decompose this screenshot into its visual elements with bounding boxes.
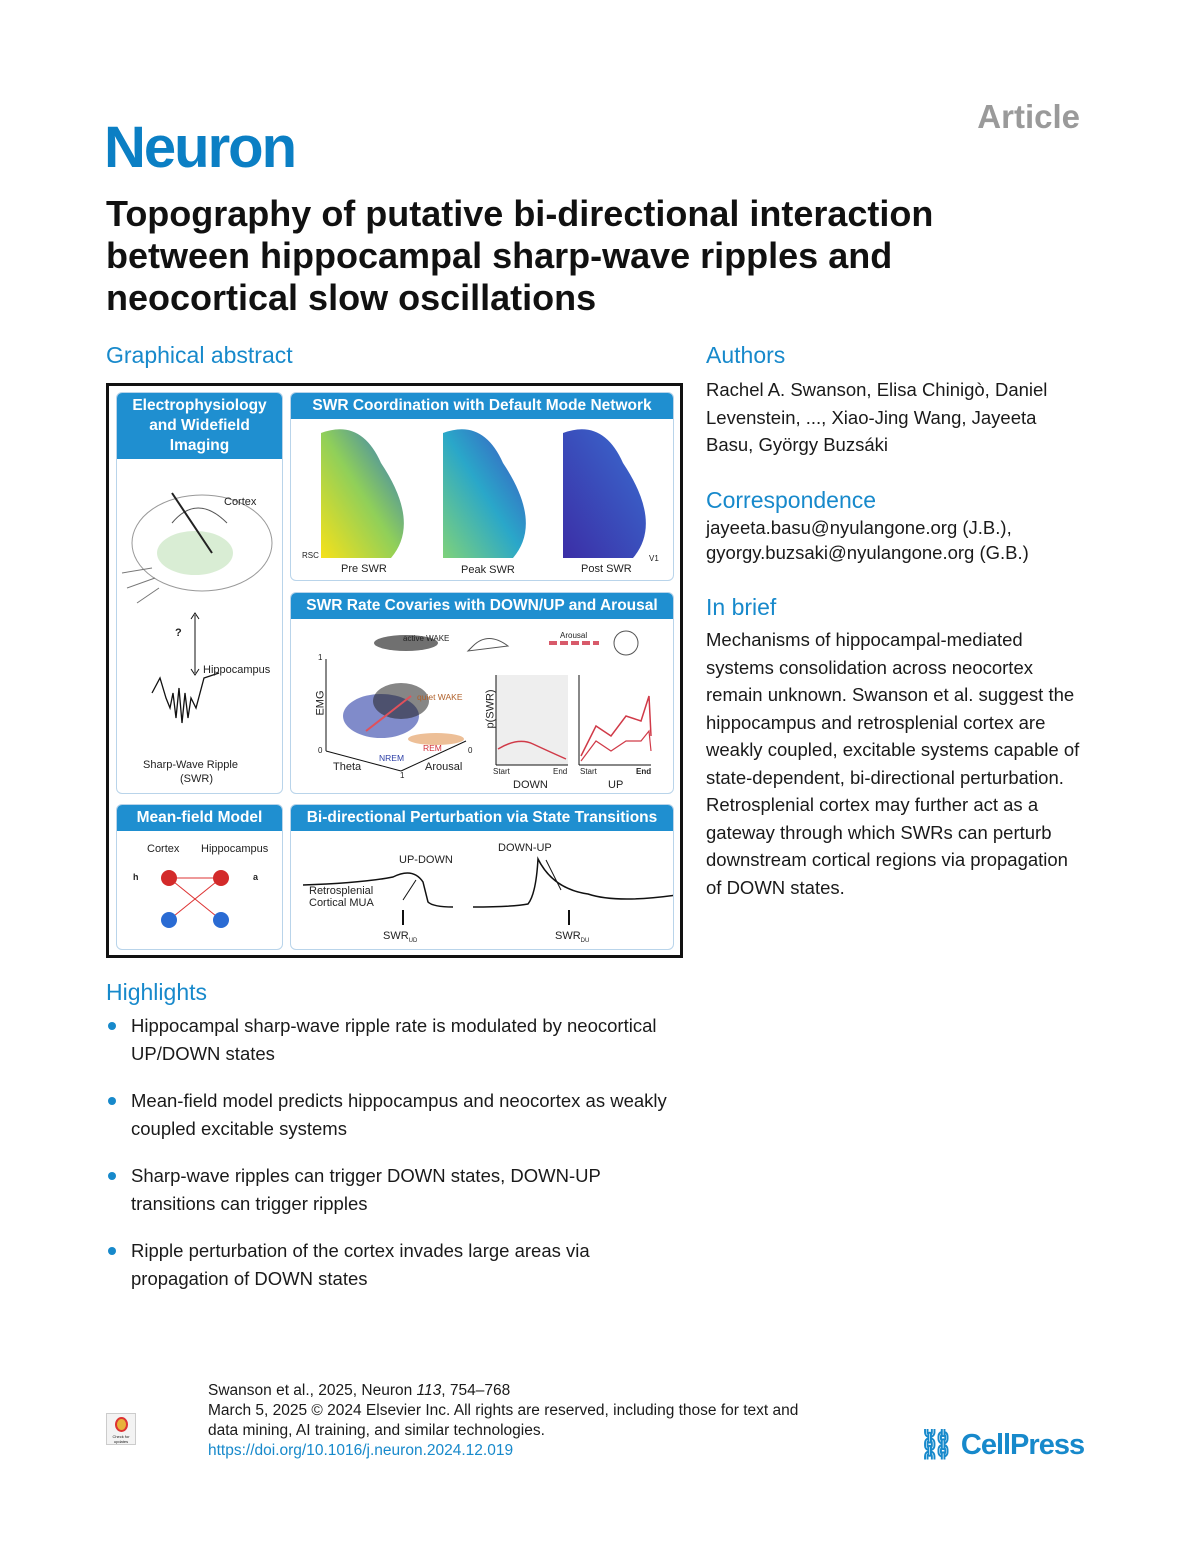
label-swr-abbr: (SWR) [180, 773, 213, 785]
label-down-up: DOWN-UP [498, 842, 552, 854]
correspondence-heading: Correspondence [706, 487, 877, 513]
hippocampus-inhibitory-node [213, 912, 229, 928]
label-swr-ud: SWRUD [383, 930, 418, 945]
panel-swr-rate: SWR Rate Covaries with DOWN/UP and Arous… [290, 592, 674, 794]
label-pswr: p(SWR) [484, 689, 497, 729]
state-scatter-and-rate-plots [325, 630, 652, 772]
label-pre-swr: Pre SWR [341, 563, 387, 575]
panel-title: Mean-field Model [117, 805, 282, 831]
label-end: End [553, 767, 568, 776]
panel-bidirectional-perturbation: Bi-directional Perturbation via State Tr… [290, 804, 674, 950]
label-down: DOWN [513, 779, 548, 791]
highlight-item: Ripple perturbation of the cortex invade… [106, 1237, 686, 1292]
label-nrem: NREM [379, 753, 405, 763]
citation: Swanson et al., 2025, Neuron 113, 754–76… [208, 1382, 511, 1399]
mua-trace [302, 856, 673, 925]
label-up: UP [608, 779, 624, 791]
label-hippocampus: Hippocampus [201, 843, 269, 855]
panel-mean-field-model: Mean-field Model Cortex Hippocampus h a [116, 804, 283, 950]
highlight-item: Mean-field model predicts hippocampus an… [106, 1087, 686, 1142]
check-updates-badge[interactable]: Check for updates [106, 1413, 136, 1445]
label-active-wake: active WAKE [403, 634, 450, 643]
in-brief-heading: In brief [706, 594, 777, 620]
tick-0-right: 0 [468, 746, 473, 755]
in-brief-text: Mechanisms of hippocampal-mediated syste… [706, 629, 1080, 898]
graphical-abstract-heading: Graphical abstract [106, 342, 293, 368]
graphical-abstract: Electrophysiology and Widefield Imaging … [106, 383, 683, 958]
label-emg: EMG [314, 690, 327, 716]
label-quiet-wake: quiet WAKE [417, 692, 463, 702]
label-arousal-axis: Arousal [425, 761, 463, 773]
map-post-swr [563, 429, 646, 558]
link-icon: ⛓ [918, 1429, 961, 1461]
cortex-inhibitory-node [161, 912, 177, 928]
hippocampus-excitatory-node [213, 870, 229, 886]
bookmark-icon [115, 1417, 128, 1432]
label-end: End [636, 767, 652, 776]
label-a: a [253, 872, 259, 882]
label-hippocampus: Hippocampus [203, 664, 271, 676]
label-start: Start [580, 767, 597, 776]
panel-title: SWR Rate Covaries with DOWN/UP and Arous… [291, 593, 673, 619]
panel-title: Electrophysiology and Widefield Imaging [117, 393, 282, 459]
label-rem: REM [423, 743, 442, 753]
panel-electrophysiology: Electrophysiology and Widefield Imaging … [116, 392, 283, 794]
article-type: Article [977, 98, 1080, 135]
doi-link[interactable]: https://doi.org/10.1016/j.neuron.2024.12… [208, 1442, 514, 1459]
label-question: ? [175, 627, 182, 639]
cortical-maps [321, 429, 646, 558]
map-peak-swr [443, 429, 526, 558]
label-h: h [133, 872, 139, 882]
label-post-swr: Post SWR [581, 563, 632, 575]
label-peak-swr: Peak SWR [461, 564, 515, 576]
label-mua: Retrosplenial Cortical MUA [309, 885, 374, 909]
label-up-down: UP-DOWN [399, 854, 453, 866]
email-basu[interactable]: jayeeta.basu@nyulangone.org (J.B.), [706, 517, 1012, 538]
map-pre-swr [321, 429, 404, 558]
correspondence-emails: jayeeta.basu@nyulangone.org (J.B.), gyor… [706, 515, 1029, 565]
journal-logo: Neuron [104, 115, 297, 180]
highlights-heading: Highlights [106, 979, 207, 1005]
cellpress-logo: ⛓ CellPress [918, 1429, 1085, 1461]
cortex-excitatory-node [161, 870, 177, 886]
label-swr-du: SWRDU [555, 930, 590, 945]
label-rsc: RSC [302, 551, 319, 560]
label-v1: V1 [649, 554, 659, 563]
highlight-item: Sharp-wave ripples can trigger DOWN stat… [106, 1162, 686, 1217]
highlight-item: Hippocampal sharp-wave ripple rate is mo… [106, 1012, 686, 1067]
tick-1-bottom: 1 [400, 771, 405, 780]
label-cortex: Cortex [224, 496, 257, 508]
label-start: Start [493, 767, 510, 776]
paper-title: Topography of putative bi-directional in… [106, 193, 934, 318]
panel-title: Bi-directional Perturbation via State Tr… [291, 805, 673, 831]
authors-list: Rachel A. Swanson, Elisa Chinigò, Daniel… [706, 379, 1048, 455]
label-arousal: Arousal [560, 631, 588, 640]
label-theta: Theta [333, 761, 362, 773]
panel-dmn-coordination: SWR Coordination with Default Mode Netwo… [290, 392, 674, 581]
highlights-list: Hippocampal sharp-wave ripple rate is mo… [106, 1012, 686, 1312]
copyright: March 5, 2025 © 2024 Elsevier Inc. All r… [208, 1402, 799, 1439]
tick-0: 0 [318, 746, 323, 755]
citation-footer: Swanson et al., 2025, Neuron 113, 754–76… [208, 1381, 808, 1461]
panel-title: SWR Coordination with Default Mode Netwo… [291, 393, 673, 419]
tick-1: 1 [318, 653, 323, 662]
network-diagram [161, 870, 229, 928]
mouse-brain-illustration [121, 492, 273, 724]
authors-heading: Authors [706, 342, 786, 368]
label-swr: Sharp-Wave Ripple [143, 759, 238, 771]
label-cortex: Cortex [147, 843, 180, 855]
email-buzsaki[interactable]: gyorgy.buzsaki@nyulangone.org (G.B.) [706, 542, 1029, 563]
